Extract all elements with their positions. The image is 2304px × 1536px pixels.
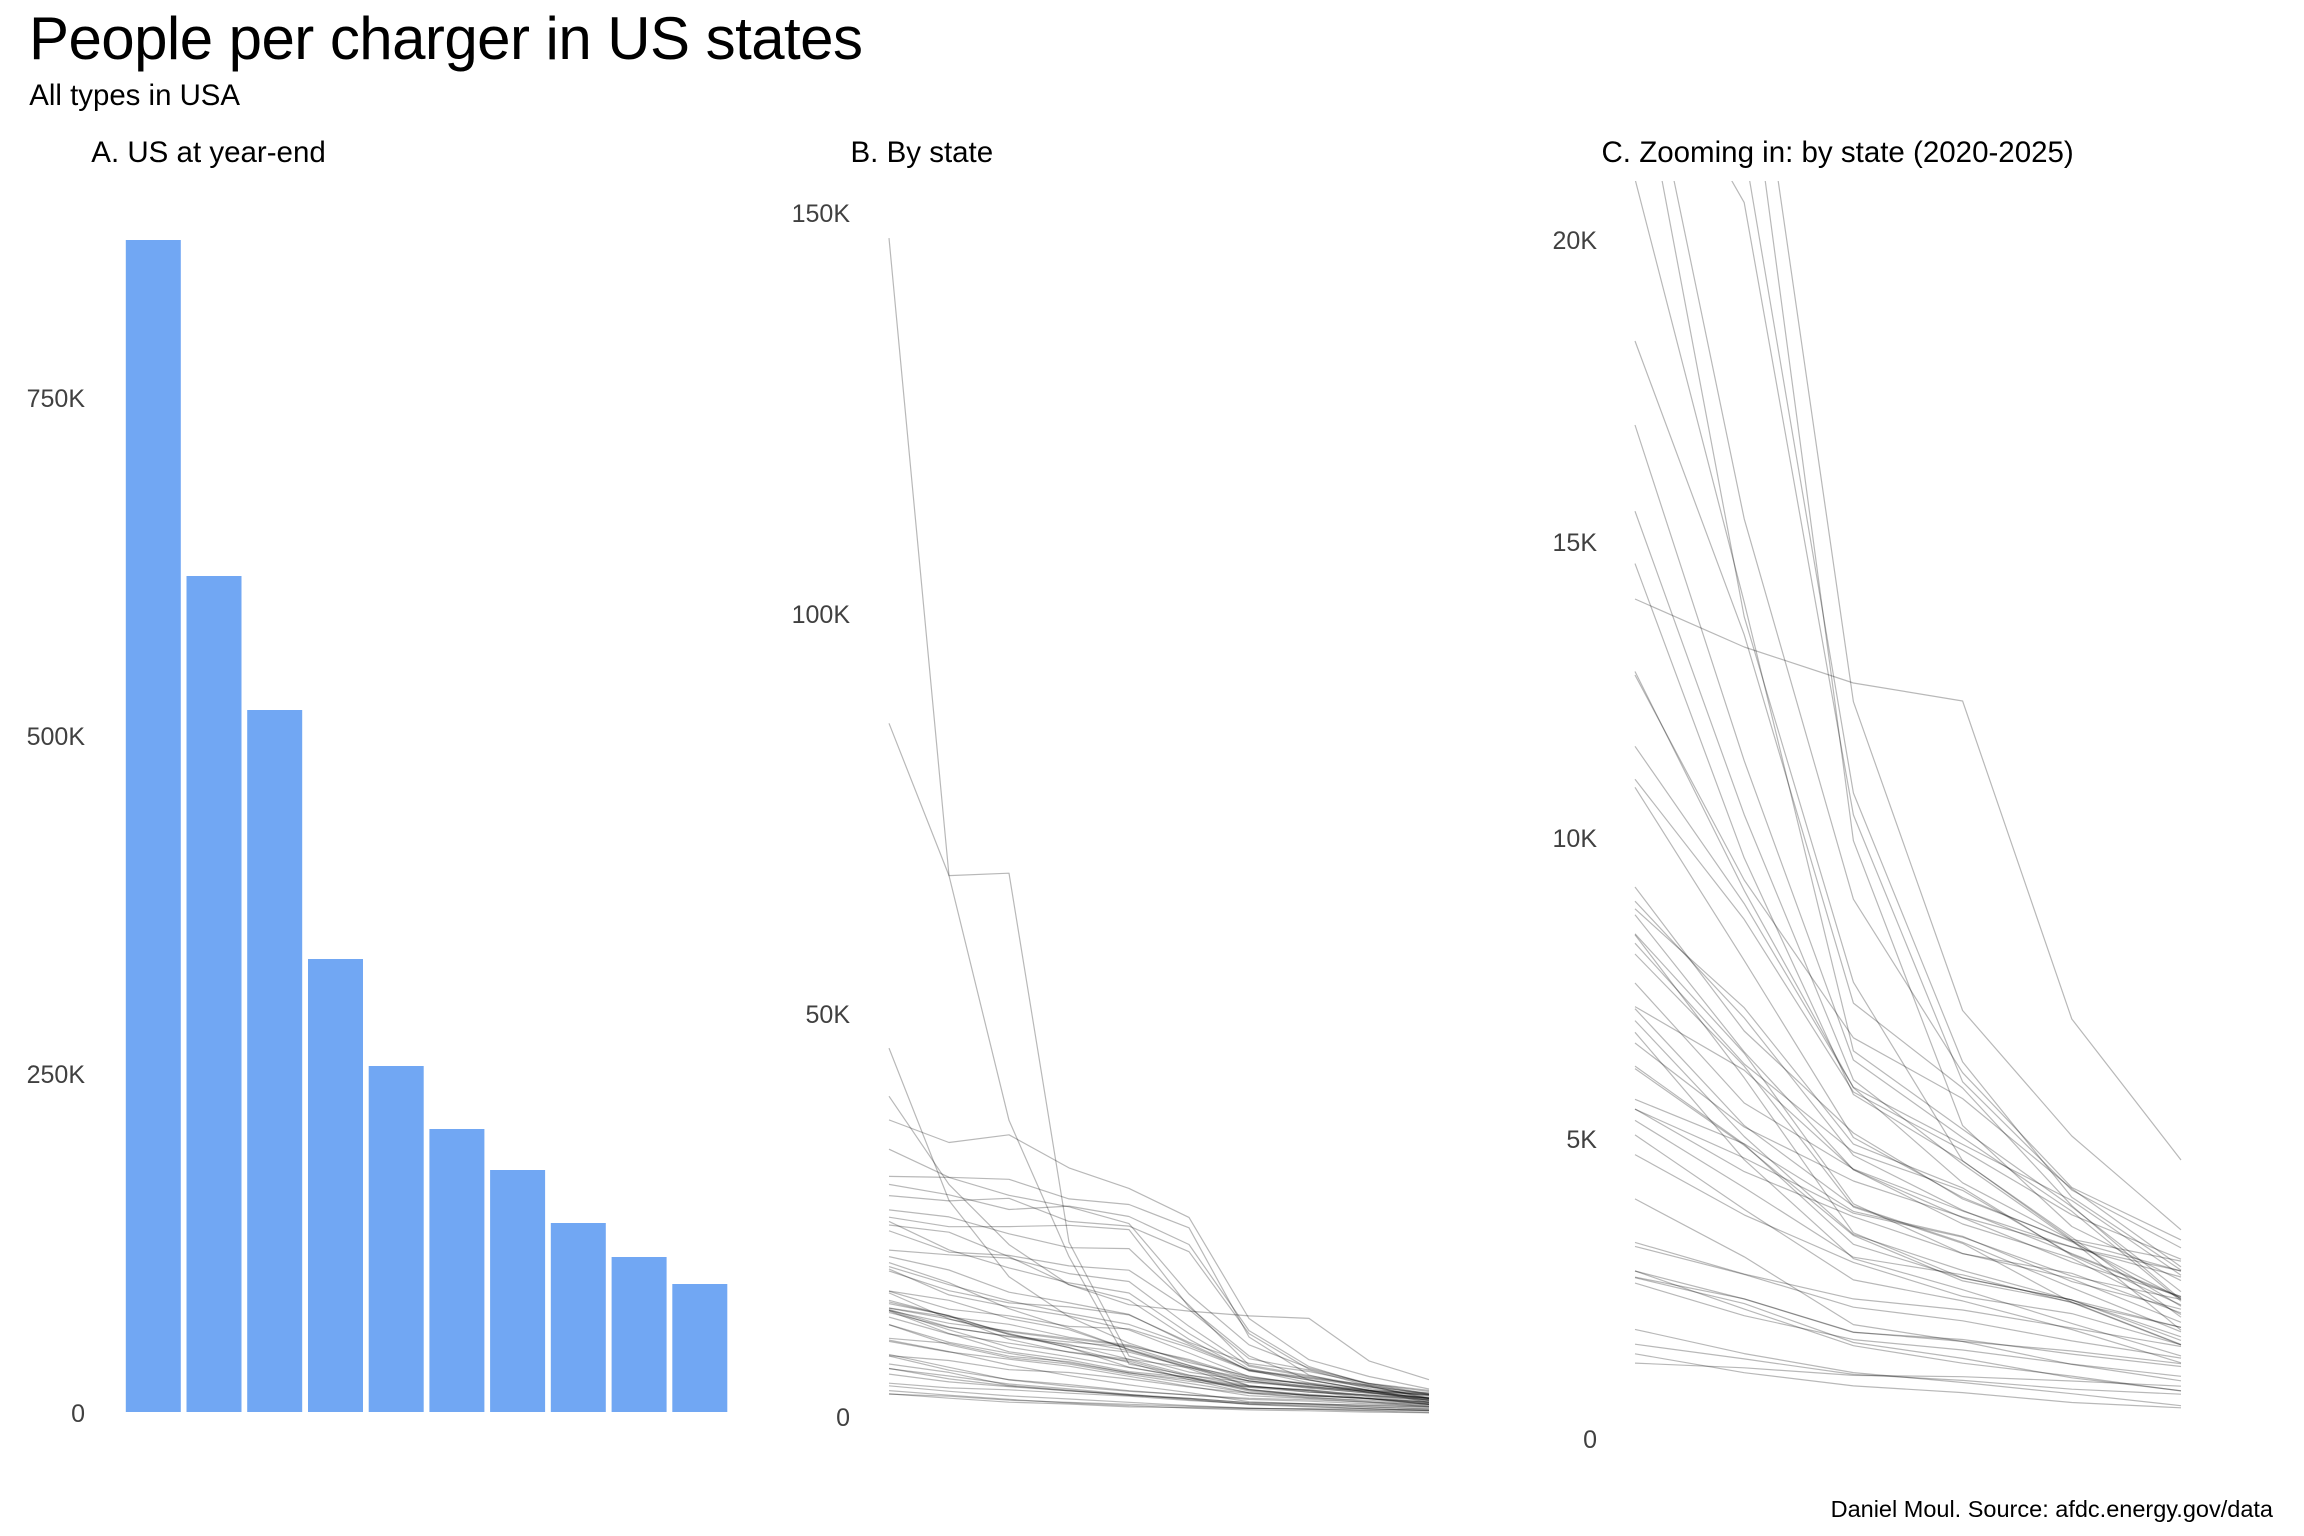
svg-text:5K: 5K: [1566, 1126, 1597, 1154]
svg-text:0: 0: [71, 1400, 85, 1428]
svg-text:Daniel Moul. Source: afdc.ener: Daniel Moul. Source: afdc.energy.gov/dat…: [1831, 1496, 2274, 1522]
svg-text:People per charger in US state: People per charger in US states: [29, 5, 862, 72]
svg-text:0: 0: [836, 1404, 850, 1432]
svg-text:150K: 150K: [792, 200, 851, 228]
svg-text:All types in USA: All types in USA: [29, 79, 240, 112]
svg-text:15K: 15K: [1553, 529, 1598, 557]
svg-text:50K: 50K: [806, 1001, 851, 1029]
svg-text:A. US at year-end: A. US at year-end: [91, 136, 325, 169]
svg-text:500K: 500K: [27, 723, 86, 751]
svg-text:0: 0: [1583, 1426, 1597, 1454]
svg-text:20K: 20K: [1553, 227, 1598, 255]
svg-text:100K: 100K: [792, 601, 851, 629]
svg-text:750K: 750K: [27, 385, 86, 413]
svg-text:C. Zooming in: by state (2020-: C. Zooming in: by state (2020-2025): [1602, 136, 2074, 169]
svg-text:B. By state: B. By state: [851, 136, 994, 169]
svg-text:10K: 10K: [1553, 825, 1598, 853]
svg-text:250K: 250K: [27, 1061, 86, 1089]
